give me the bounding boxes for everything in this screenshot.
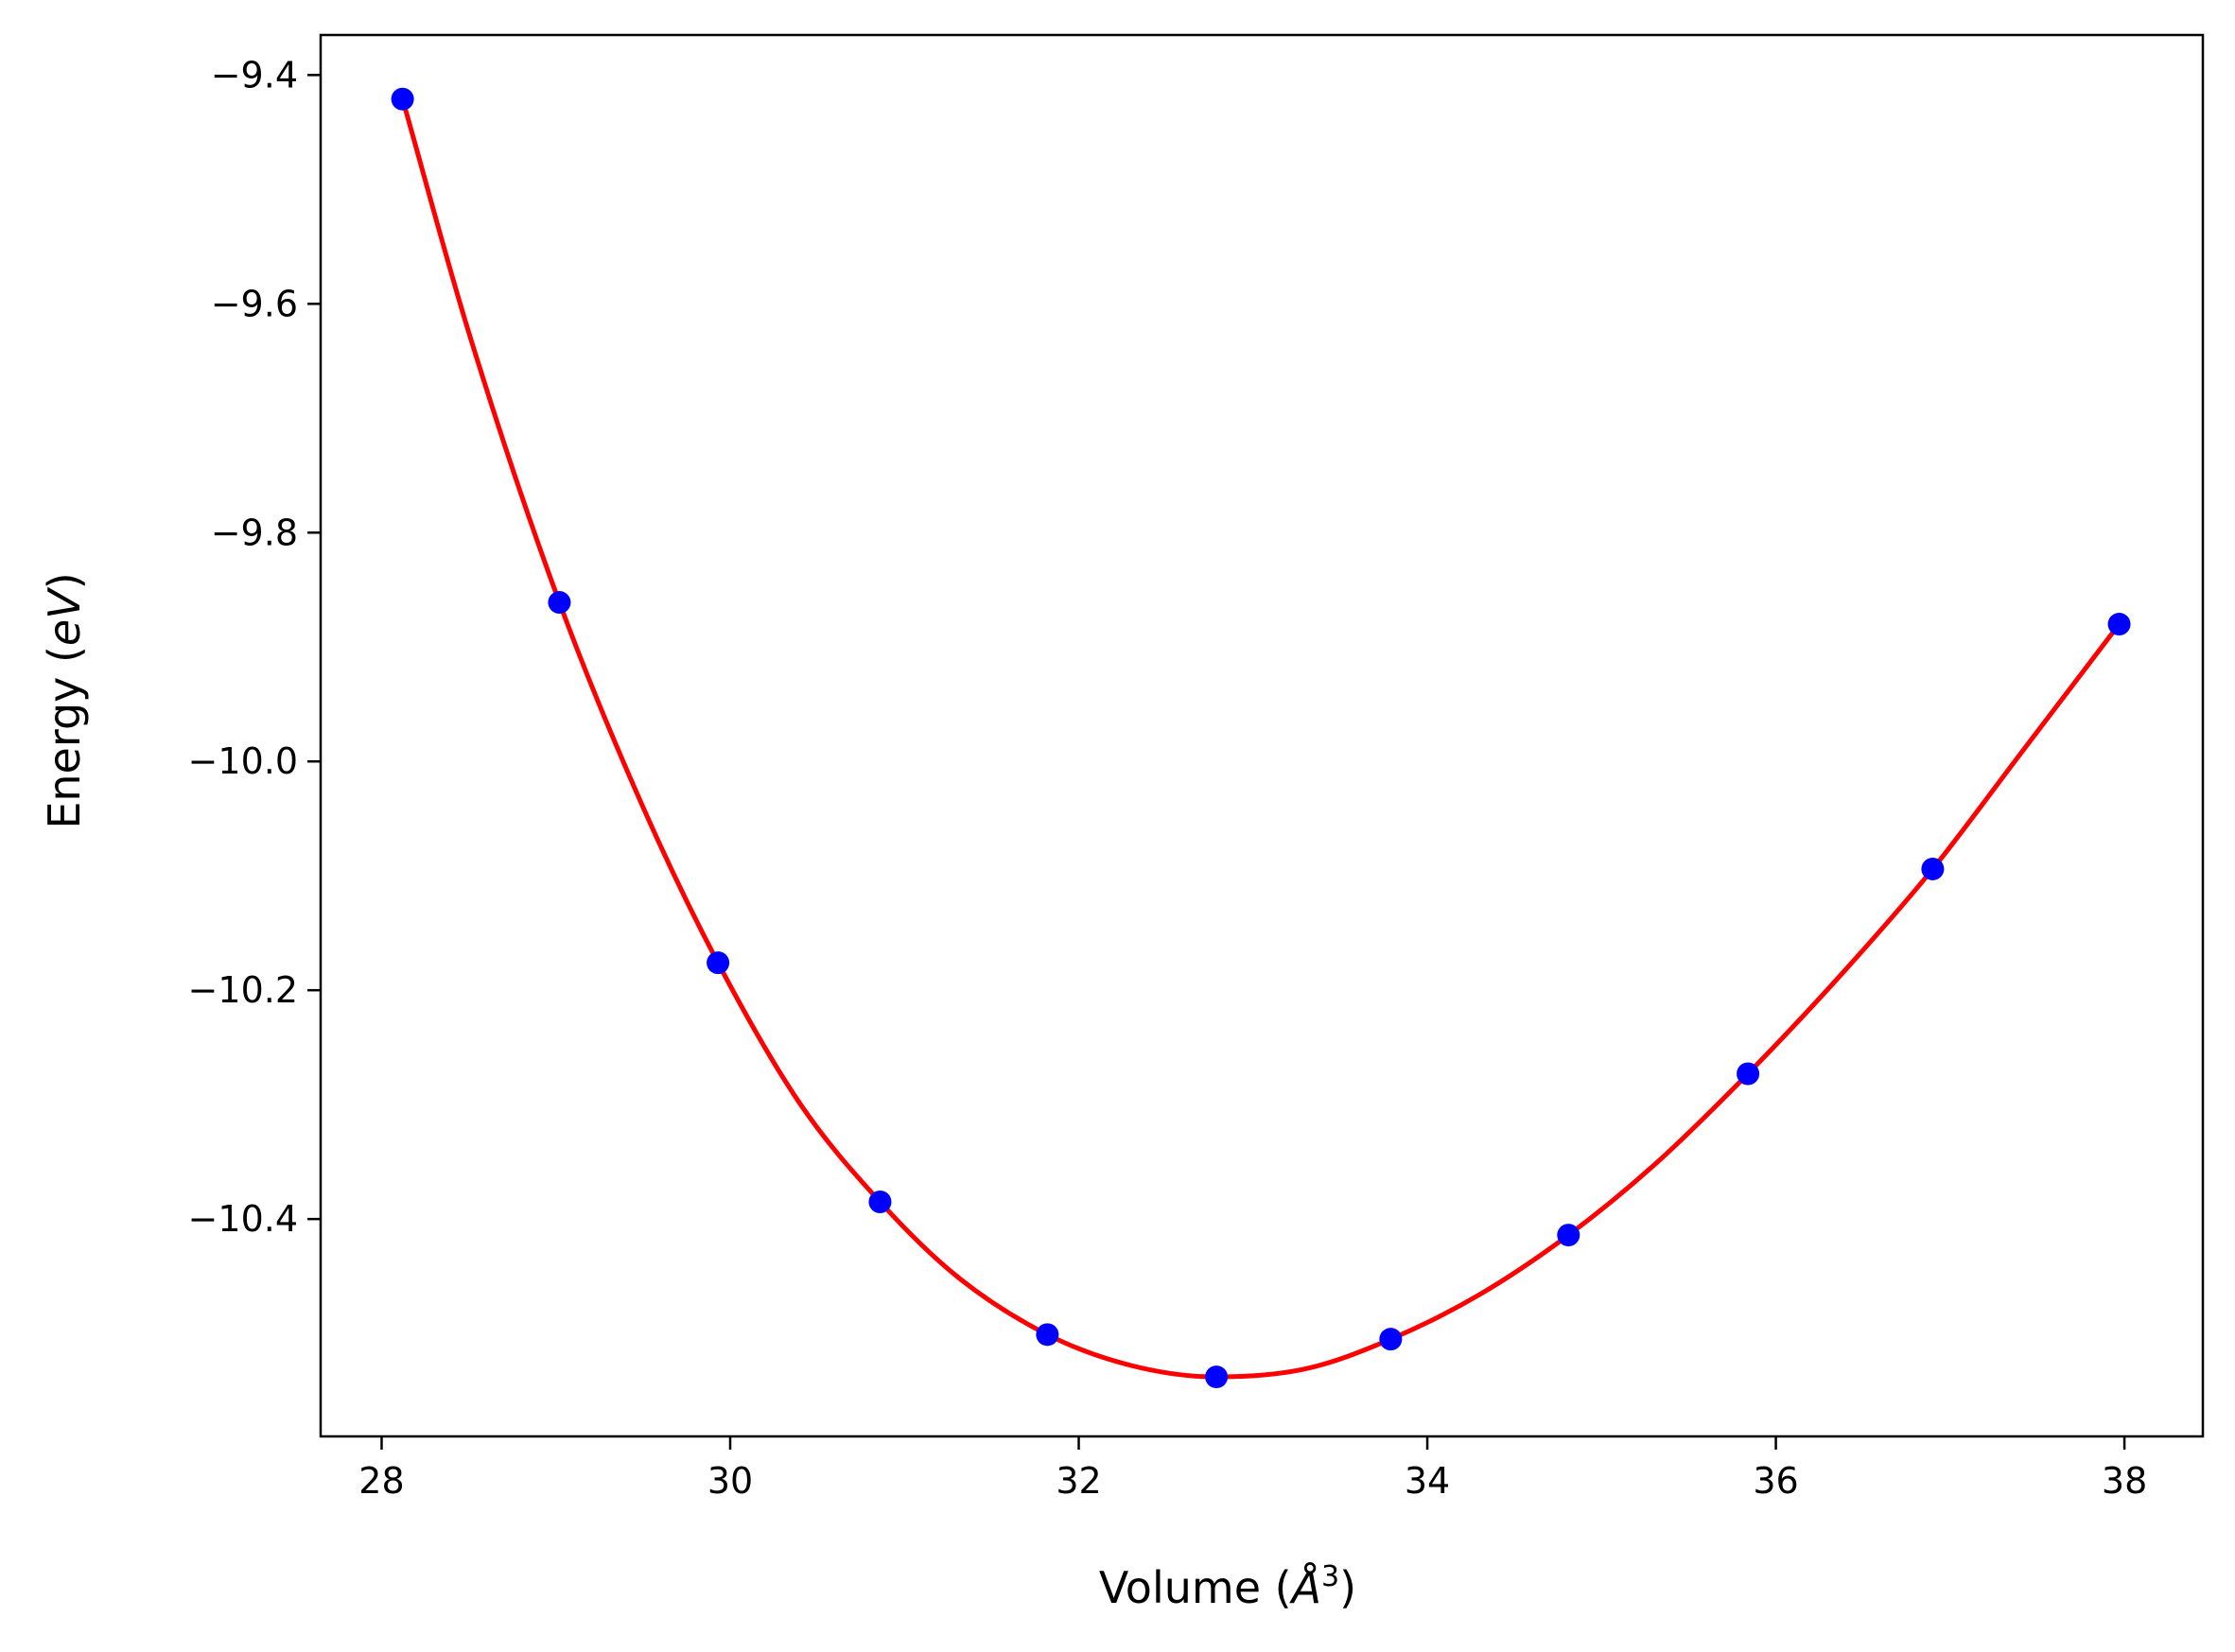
- x-tick-label: 30: [707, 1460, 753, 1502]
- data-point: [707, 951, 730, 975]
- x-tick-label: 34: [1405, 1460, 1450, 1502]
- x-axis-label-unit: Å: [1289, 1562, 1321, 1613]
- data-point: [2107, 613, 2131, 636]
- x-axis-label-unit-exponent: 3: [1321, 1560, 1339, 1593]
- fit-curve-line: [400, 98, 2122, 1380]
- y-tick-label: −10.2: [188, 969, 298, 1011]
- data-point: [868, 1190, 892, 1213]
- y-tick-label: −9.8: [211, 512, 298, 553]
- x-tick-label: 32: [1056, 1460, 1101, 1502]
- data-point: [391, 87, 414, 111]
- x-tick-label: 38: [2102, 1460, 2147, 1502]
- y-axis-ticks: −9.4 −9.6 −9.8 −10.0 −10.2 −10.4: [188, 54, 321, 1240]
- x-axis-label: Volume (Å3): [1099, 1560, 1356, 1613]
- data-point: [1379, 1328, 1403, 1351]
- plot-area-frame: [319, 33, 2205, 1438]
- data-point: [1557, 1224, 1580, 1247]
- y-axis-label: Energy (eV): [39, 572, 90, 828]
- data-point: [1737, 1062, 1760, 1086]
- data-point: [1921, 857, 1945, 880]
- x-axis-label-text: Volume: [1099, 1562, 1261, 1613]
- y-axis-label-unit: eV: [39, 586, 90, 646]
- data-point: [1036, 1323, 1059, 1347]
- y-tick-label: −10.0: [188, 740, 298, 782]
- x-tick-label: 28: [358, 1460, 404, 1502]
- y-tick-label: −9.6: [211, 283, 298, 324]
- fit-curve-layer: [400, 98, 2122, 1380]
- data-points-layer: [391, 87, 2131, 1389]
- x-axis-ticks: 28 30 32 34 36 38: [358, 1436, 2147, 1502]
- data-point: [1205, 1365, 1229, 1389]
- y-tick-label: −9.4: [211, 54, 298, 96]
- data-point: [548, 591, 571, 615]
- x-tick-label: 36: [1753, 1460, 1798, 1502]
- y-tick-label: −10.4: [188, 1198, 298, 1240]
- y-axis-label-text: Energy: [39, 677, 90, 829]
